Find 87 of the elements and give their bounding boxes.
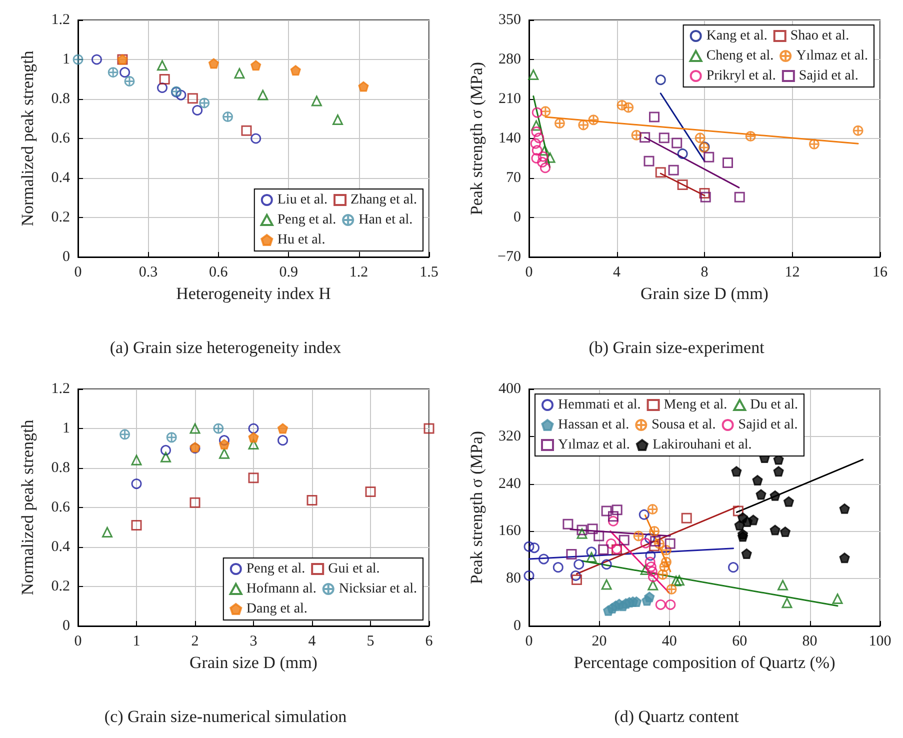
x-tick-label: 4 bbox=[308, 634, 316, 650]
legend-label: Hu et al. bbox=[277, 232, 326, 248]
x-tick-label: 1.5 bbox=[420, 264, 438, 280]
x-tick-label: 1.2 bbox=[349, 264, 368, 280]
y-tick-label: 0.2 bbox=[51, 578, 70, 594]
x-tick-label: 2 bbox=[191, 634, 199, 650]
legend-label: Sousa et al. bbox=[652, 418, 716, 432]
legend-label: Sajid et al. bbox=[738, 418, 798, 432]
legend-label: Peng et al. bbox=[277, 212, 336, 228]
legend-label: Hassan et al. bbox=[558, 418, 630, 432]
y-tick-label: 0 bbox=[62, 618, 70, 634]
y-tick-label: 80 bbox=[506, 570, 521, 587]
y-tick-label: 0.8 bbox=[51, 460, 70, 476]
legend-label: Sajid et al. bbox=[798, 68, 858, 84]
text: (d) Quartz content bbox=[614, 707, 740, 726]
y-tick-label: 0.8 bbox=[51, 91, 70, 107]
y-axis-title: Normalized peak strength bbox=[18, 50, 37, 226]
y-tick-label: 210 bbox=[498, 91, 521, 107]
x-tick-label: 1 bbox=[132, 634, 140, 650]
y-tick-label: 280 bbox=[498, 52, 521, 68]
legend-label: Gui et al. bbox=[328, 562, 380, 576]
legend-label: Dang et al. bbox=[246, 602, 308, 616]
legend-label: Prikryl et al. bbox=[706, 68, 776, 84]
x-tick-label: 0 bbox=[525, 634, 533, 650]
legend-label: Peng et al. bbox=[246, 562, 306, 576]
y-tick-label: 0.6 bbox=[51, 500, 70, 516]
x-tick-label: 100 bbox=[868, 634, 892, 650]
x-tick-label: 3 bbox=[250, 634, 258, 650]
x-tick-label: 0 bbox=[74, 634, 82, 650]
x-tick-label: 4 bbox=[613, 264, 621, 280]
y-tick-label: 320 bbox=[498, 428, 521, 444]
x-tick-label: 0 bbox=[525, 264, 533, 280]
x-axis-title: Percentage composition of Quartz (%) bbox=[574, 653, 836, 672]
x-tick-label: 6 bbox=[425, 634, 434, 650]
y-tick-label: 0.4 bbox=[51, 539, 70, 555]
y-tick-label: 1 bbox=[62, 52, 70, 68]
legend-label: Zhang et al. bbox=[350, 192, 418, 208]
y-tick-label: 160 bbox=[498, 523, 521, 540]
legend-label: Kang et al. bbox=[706, 28, 768, 44]
y-axis-title: Normalized peak strength bbox=[18, 419, 37, 596]
x-tick-label: 8 bbox=[700, 264, 708, 280]
x-tick-label: 5 bbox=[366, 634, 374, 650]
x-tick-label: 80 bbox=[802, 634, 818, 650]
legend-label: Meng et al. bbox=[664, 398, 728, 412]
x-tick-label: 40 bbox=[662, 634, 677, 650]
y-tick-label: 0 bbox=[62, 249, 70, 265]
legend-label: Yılmaz et al. bbox=[796, 48, 868, 64]
y-tick-label: 0.4 bbox=[51, 170, 70, 186]
y-tick-label: 0 bbox=[514, 618, 521, 634]
text: (b) Grain size-experiment bbox=[588, 338, 765, 357]
y-tick-label: 240 bbox=[498, 476, 521, 492]
legend-label: Shao et al. bbox=[790, 28, 850, 44]
y-tick-label: 1 bbox=[62, 420, 70, 436]
legend-label: Lakirouhani et al. bbox=[652, 438, 752, 452]
x-tick-label: 0.9 bbox=[279, 264, 298, 280]
x-axis-title: Grain size D (mm) bbox=[640, 284, 768, 303]
x-tick-label: 0.3 bbox=[138, 264, 158, 280]
legend-label: Nicksiar et al. bbox=[338, 582, 418, 596]
y-tick-label: 140 bbox=[498, 130, 521, 146]
x-tick-label: 16 bbox=[872, 264, 888, 280]
y-tick-label: 350 bbox=[498, 12, 521, 28]
legend-label: Hofmann al. bbox=[246, 582, 316, 596]
x-tick-label: 0.6 bbox=[209, 264, 228, 280]
legend-label: Hemmati et al. bbox=[558, 398, 641, 412]
y-axis-title: Peak strength σ (MPa) bbox=[467, 62, 486, 216]
legend-label: Liu et al. bbox=[277, 192, 328, 208]
text: (a) Grain size heterogeneity index bbox=[110, 338, 342, 357]
x-axis-title: Grain size D (mm) bbox=[190, 653, 318, 672]
y-tick-label: 1.2 bbox=[51, 381, 70, 397]
y-axis-title: Peak strength σ (MPa) bbox=[467, 430, 486, 584]
y-tick-label: 70 bbox=[506, 170, 521, 186]
legend-label: Yılmaz et al. bbox=[558, 438, 630, 452]
x-tick-label: 12 bbox=[784, 264, 800, 280]
legend-label: Han et al. bbox=[358, 212, 413, 228]
legend-label: Cheng et al. bbox=[706, 48, 774, 64]
y-tick-label: 1.2 bbox=[51, 12, 70, 28]
y-tick-label: −70 bbox=[498, 249, 521, 265]
x-tick-label: 60 bbox=[732, 634, 748, 650]
text: (c) Grain size-numerical simulation bbox=[104, 707, 348, 726]
y-tick-label: 400 bbox=[498, 381, 521, 397]
y-tick-label: 0 bbox=[514, 210, 521, 226]
x-axis-title: Heterogeneity index H bbox=[176, 284, 331, 303]
legend-label: Du et al. bbox=[750, 398, 798, 412]
x-tick-label: 0 bbox=[74, 264, 82, 280]
x-tick-label: 20 bbox=[592, 634, 607, 650]
y-tick-label: 0.2 bbox=[51, 210, 70, 226]
y-tick-label: 0.6 bbox=[51, 130, 70, 146]
